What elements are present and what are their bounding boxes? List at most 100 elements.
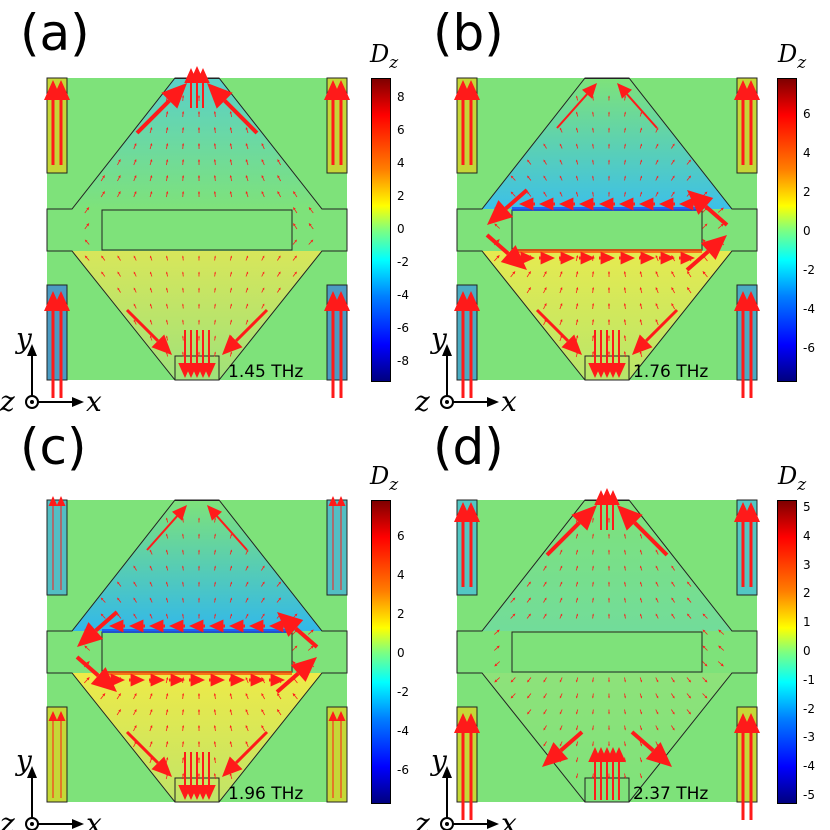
x-arrowhead [72,397,84,407]
frequency-label: 1.96 THz [228,784,303,804]
colorbar-tick-label: 1 [803,615,811,629]
colorbar-tick-label: 6 [803,107,811,121]
z-axis-dot [445,400,449,404]
colorbar-tick-label: 3 [803,558,811,572]
arrow-shaft [215,536,216,539]
z-axis-letter: z [0,807,15,830]
colorbar-tick-label: 4 [397,568,405,582]
colorbar-tick-label: -2 [397,685,409,699]
colorbar-tick-label: 0 [397,646,405,660]
colorbar-title: Dz [778,40,806,73]
arrow-shaft [215,727,216,731]
arrow-shaft [215,568,216,571]
arrow-shaft [215,775,216,779]
colorbar-tick-label: -6 [397,321,409,335]
frequency-label: 2.37 THz [633,784,708,804]
colorbar-title: Dz [370,40,398,73]
arrow-shaft [625,98,626,101]
z-axis-dot [445,822,449,826]
arrow-shaft [215,600,216,603]
colorbar-tick-label: -6 [803,341,815,355]
colorbar-tick-label: 0 [803,224,811,238]
arrow-shaft [625,774,626,777]
x-axis-letter: x [86,807,102,830]
colorbar-tick-label: -2 [803,263,815,277]
z-axis-dot [30,400,34,404]
arrow-shaft [215,616,216,619]
colorbar-tick-label: -2 [803,702,815,716]
colorbar-tick-label: -4 [397,288,409,302]
colorbar-tick-label: 8 [397,90,405,104]
colorbar [371,500,391,804]
colorbar-title: Dz [370,462,398,495]
colorbar [777,500,797,804]
arrow-shaft [625,568,626,571]
arrow-shaft [215,552,216,555]
arrow-shaft [625,305,626,309]
top-port-edge [175,500,219,501]
frequency-label: 1.45 THz [228,362,303,382]
arrow-shaft [215,520,216,523]
positive-charge-strip [512,249,702,253]
arrow-shaft [625,742,626,745]
arrow-shaft [625,616,626,619]
arrow-shaft [625,321,626,325]
frequency-label: 1.76 THz [633,362,708,382]
arrow-shaft [625,600,626,603]
arrow-shaft [625,584,626,587]
arrow-shaft [215,759,216,763]
colorbar-tick-label: 2 [803,586,811,600]
side-electrode-top [47,500,67,595]
colorbar-tick-label: -1 [803,673,815,687]
arrow-shaft [625,273,626,277]
arrow-shaft [625,146,626,149]
axes-indicator: yxz [415,318,525,408]
colorbar-tick-label: 4 [803,146,811,160]
colorbar-title: Dz [778,462,806,495]
arrow-shaft [625,353,626,357]
colorbar-tick-label: 5 [803,500,811,514]
colorbar-tick-label: -4 [397,724,409,738]
colorbar-tick-label: -6 [397,763,409,777]
colorbar-tick-label: -4 [803,302,815,316]
arrow-shaft [625,536,626,539]
positive-charge-strip [102,671,292,675]
arrow-shaft [625,289,626,293]
colorbar-tick-label: -4 [803,759,815,773]
arrow-shaft [625,678,626,681]
arrow-shaft [215,743,216,747]
y-axis-letter: y [14,322,33,355]
colorbar-tick-label: -5 [803,788,815,802]
axes-indicator: y x z [0,740,110,830]
y-axis-letter: y [14,744,33,777]
colorbar [371,78,391,382]
top-port-edge [585,78,629,79]
colorbar-tick-label: 6 [397,529,405,543]
colorbar-tick-label: 2 [397,607,405,621]
colorbar-tick-label: 2 [397,189,405,203]
colorbar-tick-label: 0 [397,222,405,236]
side-electrode-bottom [327,707,347,802]
colorbar-tick-label: 4 [397,156,405,170]
x-axis-letter: x [501,807,517,830]
colorbar-tick-label: 2 [803,185,811,199]
arrow-shaft [625,710,626,713]
arrow-shaft [625,552,626,555]
axes-indicator: yxz [415,740,525,830]
colorbar-tick-label: -8 [397,354,409,368]
arrow-shaft [625,694,626,697]
colorbar-tick-label: 4 [803,529,811,543]
colorbar-tick-label: 6 [397,123,405,137]
y-axis-letter: y [429,322,448,355]
arrow-shaft [215,695,216,699]
arrow-shaft [215,711,216,715]
arrow-shaft [625,162,626,165]
colorbar-tick-label: -3 [803,730,815,744]
z-axis-letter: z [414,807,430,830]
arrow-shaft [625,337,626,341]
x-arrowhead [487,397,499,407]
